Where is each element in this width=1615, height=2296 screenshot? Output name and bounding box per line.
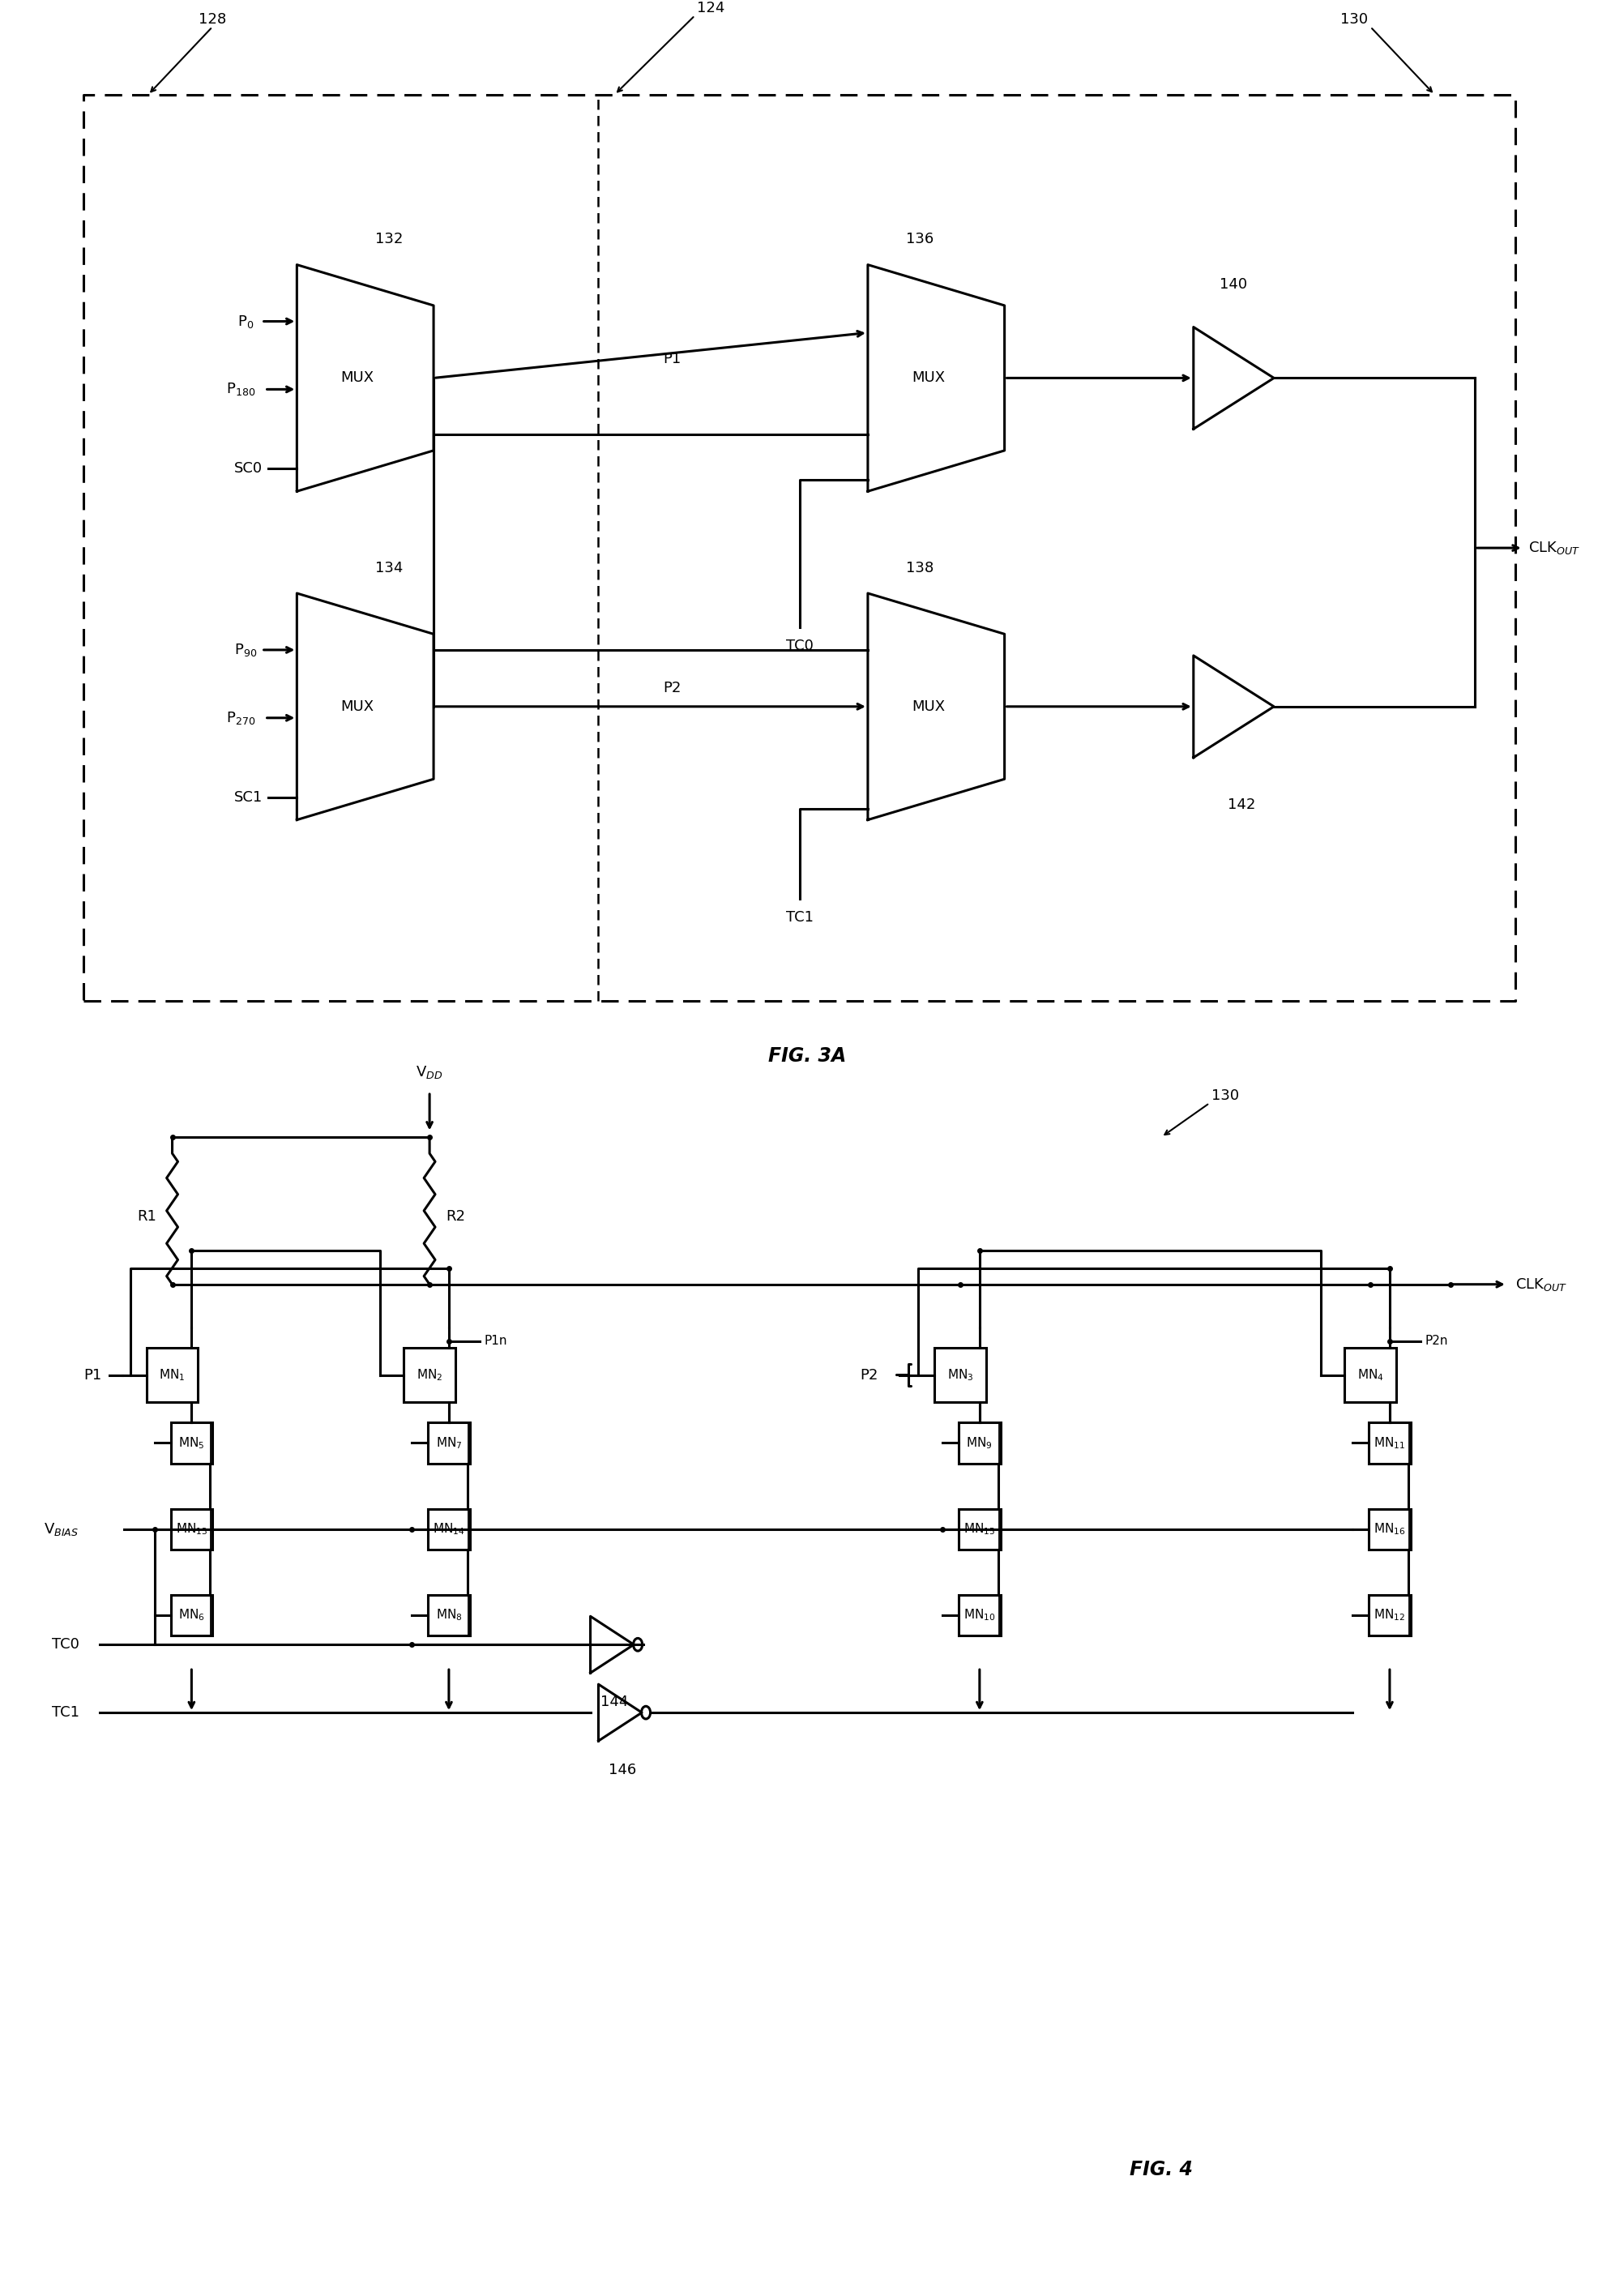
Text: P2n: P2n xyxy=(1424,1334,1449,1348)
Text: MN$_4$: MN$_4$ xyxy=(1357,1368,1384,1382)
Bar xyxy=(428,1424,470,1463)
Text: P1n: P1n xyxy=(484,1334,507,1348)
Text: MN$_3$: MN$_3$ xyxy=(946,1368,974,1382)
Bar xyxy=(959,1424,1000,1463)
Text: P2: P2 xyxy=(662,680,682,696)
Bar xyxy=(171,1596,213,1635)
Text: SC0: SC0 xyxy=(234,461,263,475)
Bar xyxy=(428,1596,470,1635)
Text: P$_0$: P$_0$ xyxy=(237,312,254,328)
Text: P$_{270}$: P$_{270}$ xyxy=(226,709,255,726)
Bar xyxy=(404,1348,455,1403)
Text: 144: 144 xyxy=(601,1694,628,1708)
Text: MN$_{16}$: MN$_{16}$ xyxy=(1374,1522,1405,1536)
Text: 142: 142 xyxy=(1227,797,1255,813)
Text: TC0: TC0 xyxy=(787,638,814,652)
Text: V$_{BIAS}$: V$_{BIAS}$ xyxy=(44,1520,79,1536)
Text: MN$_{10}$: MN$_{10}$ xyxy=(964,1607,995,1623)
Bar xyxy=(171,1508,213,1550)
Text: MN$_8$: MN$_8$ xyxy=(436,1607,462,1623)
Bar xyxy=(1345,1348,1395,1403)
Text: 146: 146 xyxy=(609,1763,636,1777)
Text: 130: 130 xyxy=(1211,1088,1239,1102)
Bar xyxy=(959,1596,1000,1635)
Text: TC1: TC1 xyxy=(785,912,814,925)
Text: P1: P1 xyxy=(662,351,682,367)
Text: MN$_9$: MN$_9$ xyxy=(966,1435,993,1451)
Text: 130: 130 xyxy=(1340,11,1368,28)
Text: MN$_{14}$: MN$_{14}$ xyxy=(433,1522,465,1536)
Text: MN$_{15}$: MN$_{15}$ xyxy=(964,1522,995,1536)
Text: V$_{DD}$: V$_{DD}$ xyxy=(417,1065,443,1081)
Text: MUX: MUX xyxy=(341,370,373,386)
Bar xyxy=(959,1508,1000,1550)
Bar xyxy=(1370,1596,1410,1635)
Text: MN$_2$: MN$_2$ xyxy=(417,1368,443,1382)
Text: 136: 136 xyxy=(906,232,933,246)
Text: CLK$_{OUT}$: CLK$_{OUT}$ xyxy=(1528,540,1579,556)
Text: MN$_6$: MN$_6$ xyxy=(178,1607,205,1623)
Text: MUX: MUX xyxy=(911,700,945,714)
Bar xyxy=(1370,1424,1410,1463)
Text: FIG. 3A: FIG. 3A xyxy=(769,1047,846,1065)
Bar xyxy=(147,1348,199,1403)
Text: P$_{90}$: P$_{90}$ xyxy=(234,643,257,659)
Text: CLK$_{OUT}$: CLK$_{OUT}$ xyxy=(1515,1277,1567,1293)
Text: MUX: MUX xyxy=(341,700,373,714)
Text: MUX: MUX xyxy=(911,370,945,386)
Text: 138: 138 xyxy=(906,560,933,574)
Text: TC1: TC1 xyxy=(52,1706,79,1720)
Text: R1: R1 xyxy=(137,1210,157,1224)
Bar xyxy=(171,1424,213,1463)
Text: SC1: SC1 xyxy=(234,790,263,804)
Text: TC0: TC0 xyxy=(52,1637,79,1651)
Text: MN$_7$: MN$_7$ xyxy=(436,1435,462,1451)
Text: P$_{180}$: P$_{180}$ xyxy=(226,381,255,397)
Text: 134: 134 xyxy=(375,560,404,574)
Bar xyxy=(935,1348,987,1403)
Bar xyxy=(428,1508,470,1550)
Text: MN$_{11}$: MN$_{11}$ xyxy=(1374,1435,1405,1451)
Text: 140: 140 xyxy=(1219,278,1247,292)
Text: 128: 128 xyxy=(199,11,226,28)
Text: P1: P1 xyxy=(84,1368,102,1382)
Bar xyxy=(1370,1508,1410,1550)
Text: P2: P2 xyxy=(861,1368,879,1382)
Text: 124: 124 xyxy=(698,0,725,16)
Text: 132: 132 xyxy=(375,232,404,246)
Text: MN$_5$: MN$_5$ xyxy=(178,1435,205,1451)
Text: MN$_{12}$: MN$_{12}$ xyxy=(1374,1607,1405,1623)
Text: FIG. 4: FIG. 4 xyxy=(1130,2161,1193,2179)
Text: R2: R2 xyxy=(446,1210,465,1224)
Text: MN$_1$: MN$_1$ xyxy=(160,1368,186,1382)
Text: MN$_{13}$: MN$_{13}$ xyxy=(176,1522,207,1536)
